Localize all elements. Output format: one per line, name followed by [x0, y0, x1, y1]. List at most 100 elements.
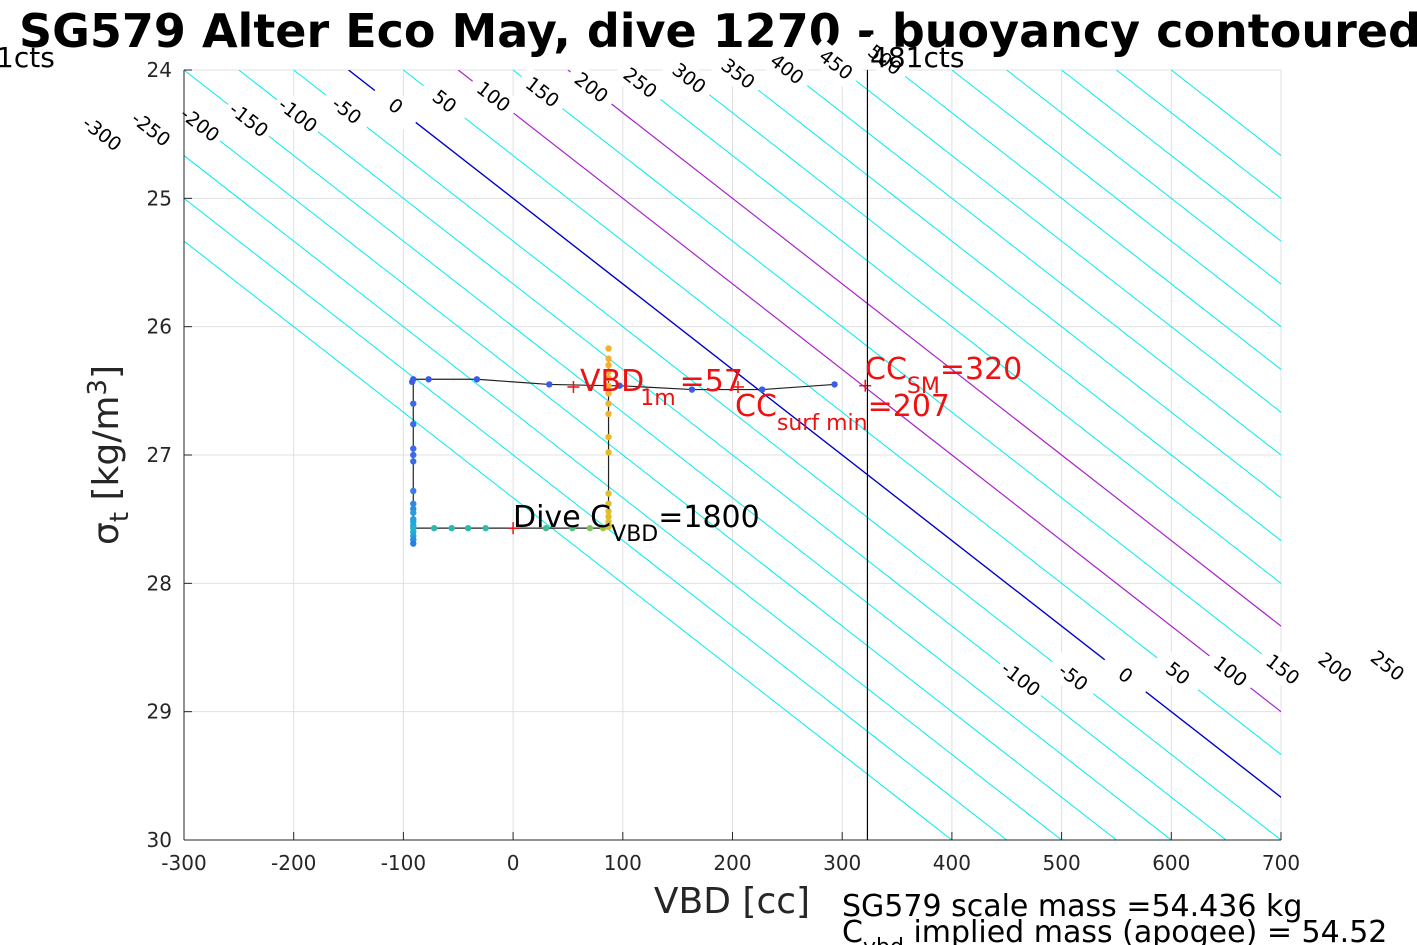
contour-line-700 — [1116, 70, 1281, 199]
contour-line-550 — [951, 70, 1281, 328]
dive-point — [410, 458, 417, 465]
dive-point — [464, 524, 472, 532]
dive-point — [605, 345, 612, 352]
red-plus-marker — [731, 380, 744, 393]
x-tick-label: -300 — [161, 851, 206, 875]
dive-point — [605, 410, 612, 418]
y-label-sigma: σ — [86, 522, 127, 545]
contour-label-bg — [758, 43, 816, 96]
contour-label-bg — [268, 89, 326, 142]
dive-point — [605, 355, 612, 362]
dive-point — [410, 540, 417, 547]
dive-point — [605, 368, 612, 375]
contour-label-bg — [1149, 647, 1207, 701]
dive-point — [410, 509, 417, 516]
contour-label-bg — [611, 57, 669, 110]
contour-label-bg — [856, 34, 914, 87]
y-tick-label: 29 — [147, 700, 172, 724]
red-markers — [507, 379, 872, 535]
dive-point — [758, 386, 766, 393]
annotation-cc-surf-min: CCsurf min=207 — [735, 389, 950, 436]
svg-text:CCsurf min=207: CCsurf min=207 — [735, 389, 950, 436]
x-tick-label: 200 — [713, 851, 751, 875]
contour-line--150 — [184, 70, 1172, 840]
contour-label-bg — [220, 94, 278, 147]
annotation-cc-sm: CCSM=320 — [865, 352, 1022, 399]
dive-point — [605, 513, 612, 520]
contour-label-bg — [1201, 645, 1259, 699]
x-axis-label: VBD [cc] — [654, 881, 810, 922]
y-label-unit: [kg/m — [86, 396, 127, 512]
cc-sm-main: CC — [865, 352, 907, 387]
dive-c-sub: VBD — [611, 522, 658, 547]
y-axis-label: σt [kg/m3] — [83, 365, 135, 545]
footer-scale-mass: SG579 scale mass =54.436 kg — [842, 889, 1302, 924]
footer-c: C — [842, 915, 863, 945]
annotation-vbd-1m: VBD1m =57 — [580, 364, 743, 411]
vbd1m-sub: 1m — [640, 386, 675, 411]
contour-label-group: 200 — [1306, 641, 1364, 695]
contour-label-bg — [660, 52, 718, 105]
vbd1m-main: VBD — [580, 364, 644, 399]
vbd-max-label: 481cts — [870, 41, 964, 74]
contour-label-bg — [991, 653, 1049, 706]
y-tick-label: 25 — [147, 186, 172, 210]
contour-label-bg — [73, 107, 131, 161]
contour-label-bg — [122, 103, 180, 156]
dive-c-val: =1800 — [658, 500, 759, 535]
contour-label-bg — [415, 75, 473, 129]
dive-c-main: Dive C — [513, 500, 611, 535]
x-tick-label: 600 — [1152, 851, 1190, 875]
dive-point — [688, 386, 696, 393]
dive-point — [599, 524, 607, 532]
x-tick-label: -100 — [381, 851, 426, 875]
contour-line-250 — [622, 70, 1281, 584]
dive-point — [605, 390, 612, 397]
dive-point — [410, 400, 417, 407]
footer-implied-mass: Cvbd implied mass (apogee) = 54.52 — [842, 915, 1387, 945]
x-tick-label: -200 — [271, 851, 316, 875]
contour-label-group: 0 — [366, 80, 424, 133]
contour-label-bg — [464, 70, 522, 124]
x-tick-label: 100 — [604, 851, 642, 875]
red-plus-marker — [567, 380, 580, 393]
contour-label-bg — [513, 66, 571, 119]
y-tick-label: 28 — [147, 571, 172, 595]
y-ticks: 24 25 26 27 28 29 30 — [147, 58, 192, 852]
contour-label-bg — [1096, 649, 1154, 702]
vbd1m-val: =57 — [680, 364, 743, 399]
annotation-dive-cvbd: Dive CVBD=1800 — [513, 500, 760, 547]
dive-point — [831, 381, 838, 388]
dive-point — [546, 381, 553, 388]
contour-line--250 — [184, 154, 1062, 840]
contour-label-bg — [1253, 643, 1311, 697]
dive-point — [410, 421, 417, 428]
dive-point — [616, 382, 623, 389]
contour-line-0 — [348, 70, 1281, 799]
contour-line-600 — [1006, 70, 1281, 285]
chart-title: SG579 Alter Eco May, dive 1270 - buoyanc… — [19, 4, 1417, 58]
cc-surf-val: =207 — [868, 389, 950, 424]
x-tick-label: 300 — [823, 851, 861, 875]
dive-point — [410, 487, 417, 495]
dive-point — [473, 376, 481, 383]
contour-label-bg — [317, 84, 375, 138]
y-label-sub: t — [105, 512, 135, 522]
dive-point — [605, 374, 612, 382]
contour-label-bg — [171, 98, 229, 152]
contour-label-bg — [366, 80, 424, 133]
contour-line-200 — [567, 70, 1281, 627]
cc-surf-main: CC — [735, 389, 777, 424]
contour-line-450 — [841, 70, 1281, 413]
contour-label-group: 400 — [758, 43, 816, 96]
dive-point — [586, 524, 594, 532]
dive-point — [605, 490, 612, 497]
contour-label-group: 250 — [1358, 639, 1416, 693]
x-tick-label: 500 — [1043, 851, 1081, 875]
y-label-sup: 3 — [83, 379, 113, 396]
contour-line-150 — [512, 70, 1281, 670]
contour-label-bg — [1411, 637, 1417, 691]
y-tick-label: 24 — [147, 58, 172, 82]
contour-line-500 — [896, 70, 1281, 371]
